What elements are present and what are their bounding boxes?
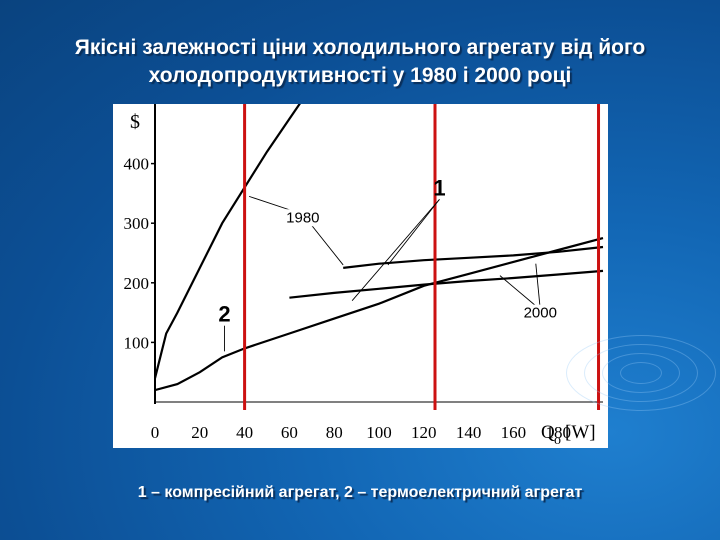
annotation-label-background: [284, 209, 322, 227]
y-tick-label: 100: [124, 333, 150, 352]
slide-title-line1: Якісні залежності ціни холодильного агре…: [74, 36, 646, 59]
y-tick-label: 400: [124, 155, 150, 174]
series-line-4: [289, 269, 604, 299]
annotation-leader-line: [535, 263, 541, 310]
series-line-3: [155, 237, 604, 392]
series-line-2: [343, 245, 604, 269]
x-tick-label: 40: [236, 423, 253, 442]
annotation-leader-line: [499, 275, 541, 310]
x-tick-label: 60: [281, 423, 298, 442]
chart-caption: 1 – компресійний агрегат, 2 – термоелект…: [137, 484, 583, 501]
x-tick-label: 160: [501, 423, 527, 442]
annotation-leader-line: [351, 199, 440, 301]
annotation-label-background: [521, 304, 559, 322]
x-tick-label: 0: [151, 423, 160, 442]
annotation-label: 2000: [524, 305, 557, 322]
ripple-decoration: [566, 335, 716, 411]
slide-title-line2: холодопродуктивності у 1980 і 2000 році: [148, 64, 572, 87]
annotation-label: 2: [218, 302, 230, 327]
x-axis-label: Q: [541, 422, 555, 443]
x-tick-label: 180: [545, 423, 571, 442]
annotation-label: 1980: [286, 209, 319, 226]
slide-title: Якісні залежності ціни холодильного агре…: [0, 34, 720, 90]
series-line-1: [155, 104, 301, 379]
x-tick-label: 140: [456, 423, 482, 442]
annotation-label: 1: [433, 175, 445, 200]
x-tick-label: 100: [366, 423, 392, 442]
x-axis-label-subscript: o: [554, 433, 561, 448]
y-tick-label: 200: [124, 274, 150, 293]
y-axis-label: $: [130, 111, 140, 133]
x-tick-label: 80: [326, 423, 343, 442]
y-tick-label: 300: [124, 214, 150, 233]
x-tick-label: 20: [191, 423, 208, 442]
ripple-ring: [566, 335, 716, 411]
annotation-leader-line: [387, 199, 440, 266]
x-tick-label: 120: [411, 423, 437, 442]
x-axis-unit: [W]: [565, 422, 596, 443]
